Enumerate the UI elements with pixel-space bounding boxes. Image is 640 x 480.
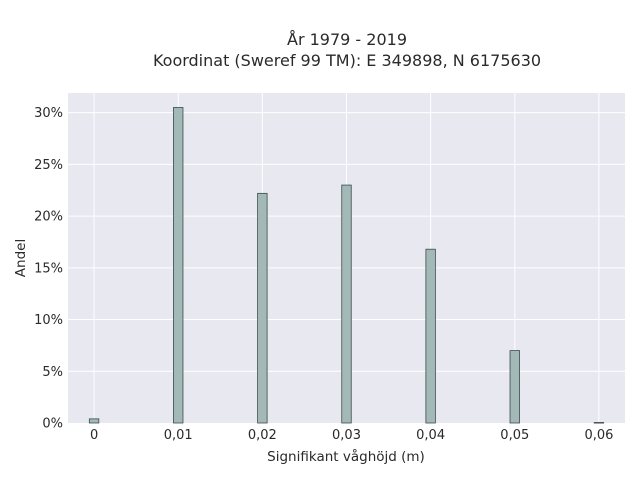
bar-0,06 (593, 422, 605, 424)
x-tick-label: 0,03 (332, 428, 361, 443)
x-axis-title: Signifikant våghöjd (m) (267, 448, 425, 465)
y-tick-label: 5% (42, 365, 63, 380)
y-axis-title: Andel (13, 239, 29, 277)
bar-0,05 (509, 350, 520, 424)
bar-0,03 (341, 184, 352, 424)
x-tick-label: 0 (90, 428, 98, 443)
chart-title-line1: År 1979 - 2019 (287, 30, 407, 49)
bars (88, 107, 605, 424)
x-tick-label: 0,01 (164, 428, 193, 443)
y-tick-label: 10% (34, 313, 63, 328)
y-tick-label: 20% (34, 210, 63, 225)
bar-0,02 (257, 192, 268, 424)
y-tick-label: 0% (42, 417, 63, 432)
y-axis-ticks: 0% 5% 10% 15% 20% 25% 30% (34, 106, 63, 431)
y-tick-label: 15% (34, 261, 63, 276)
x-tick-label: 0,04 (416, 428, 445, 443)
x-tick-label: 0,02 (248, 428, 277, 443)
x-tick-label: 0,06 (584, 428, 613, 443)
x-tick-label: 0,05 (500, 428, 529, 443)
bar-0 (88, 418, 100, 424)
y-tick-label: 25% (34, 158, 63, 173)
bar-0,01 (173, 107, 184, 424)
chart-title-line2: Koordinat (Sweref 99 TM): E 349898, N 61… (153, 51, 541, 70)
x-axis-ticks: 0 0,01 0,02 0,03 0,04 0,05 0,06 (90, 428, 613, 443)
bar-0,04 (425, 248, 436, 424)
y-tick-label: 30% (34, 106, 63, 121)
